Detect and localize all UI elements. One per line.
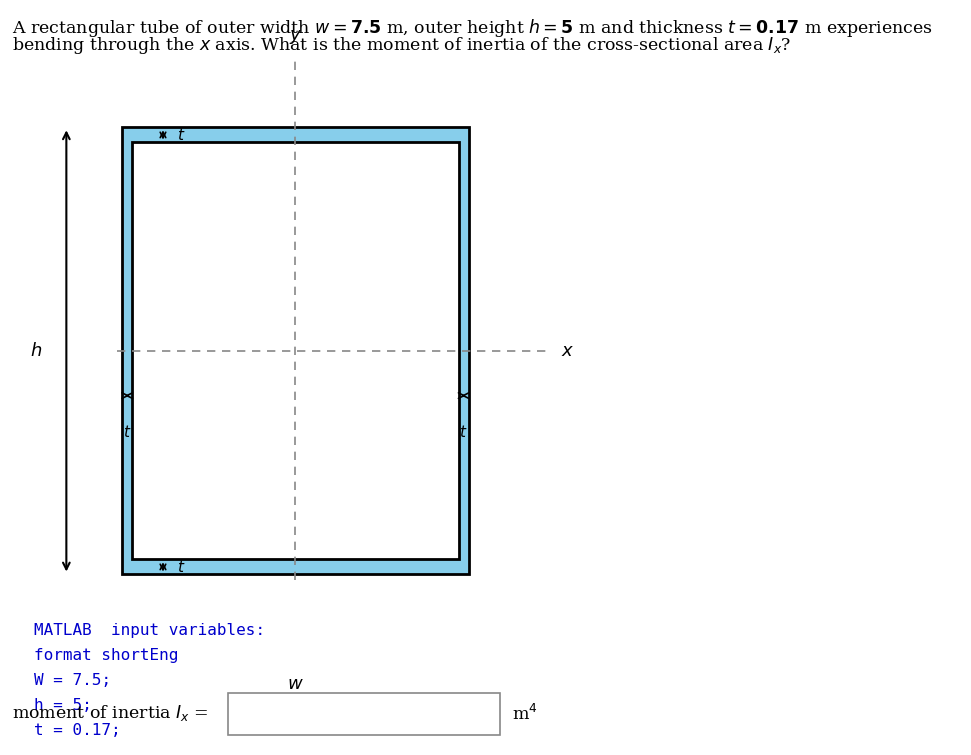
Text: $h$: $h$ [29, 342, 42, 360]
Text: $t$: $t$ [177, 127, 185, 143]
Text: MATLAB  input variables:: MATLAB input variables: [34, 623, 265, 638]
Text: t = 0.17;: t = 0.17; [34, 723, 120, 738]
Text: W = 7.5;: W = 7.5; [34, 673, 111, 688]
Text: moment of inertia $I_x$ =: moment of inertia $I_x$ = [12, 704, 209, 723]
Text: $t$: $t$ [177, 559, 185, 575]
Text: m$^4$: m$^4$ [512, 704, 537, 723]
Text: A rectangular tube of outer width $w = \mathbf{7.5}$ m, outer height $h = \mathb: A rectangular tube of outer width $w = \… [12, 17, 933, 39]
Text: $t$: $t$ [459, 424, 468, 439]
Text: h = 5;: h = 5; [34, 698, 91, 713]
Bar [132, 143, 458, 559]
Text: format shortEng: format shortEng [34, 648, 179, 663]
Text: $x$: $x$ [561, 342, 574, 360]
Text: bending through the $x$ axis. What is the moment of inertia of the cross-section: bending through the $x$ axis. What is th… [12, 35, 791, 57]
Text: $w$: $w$ [287, 675, 304, 693]
Text: $t$: $t$ [123, 424, 131, 439]
Bar [122, 128, 469, 575]
Text: $y$: $y$ [288, 29, 302, 47]
